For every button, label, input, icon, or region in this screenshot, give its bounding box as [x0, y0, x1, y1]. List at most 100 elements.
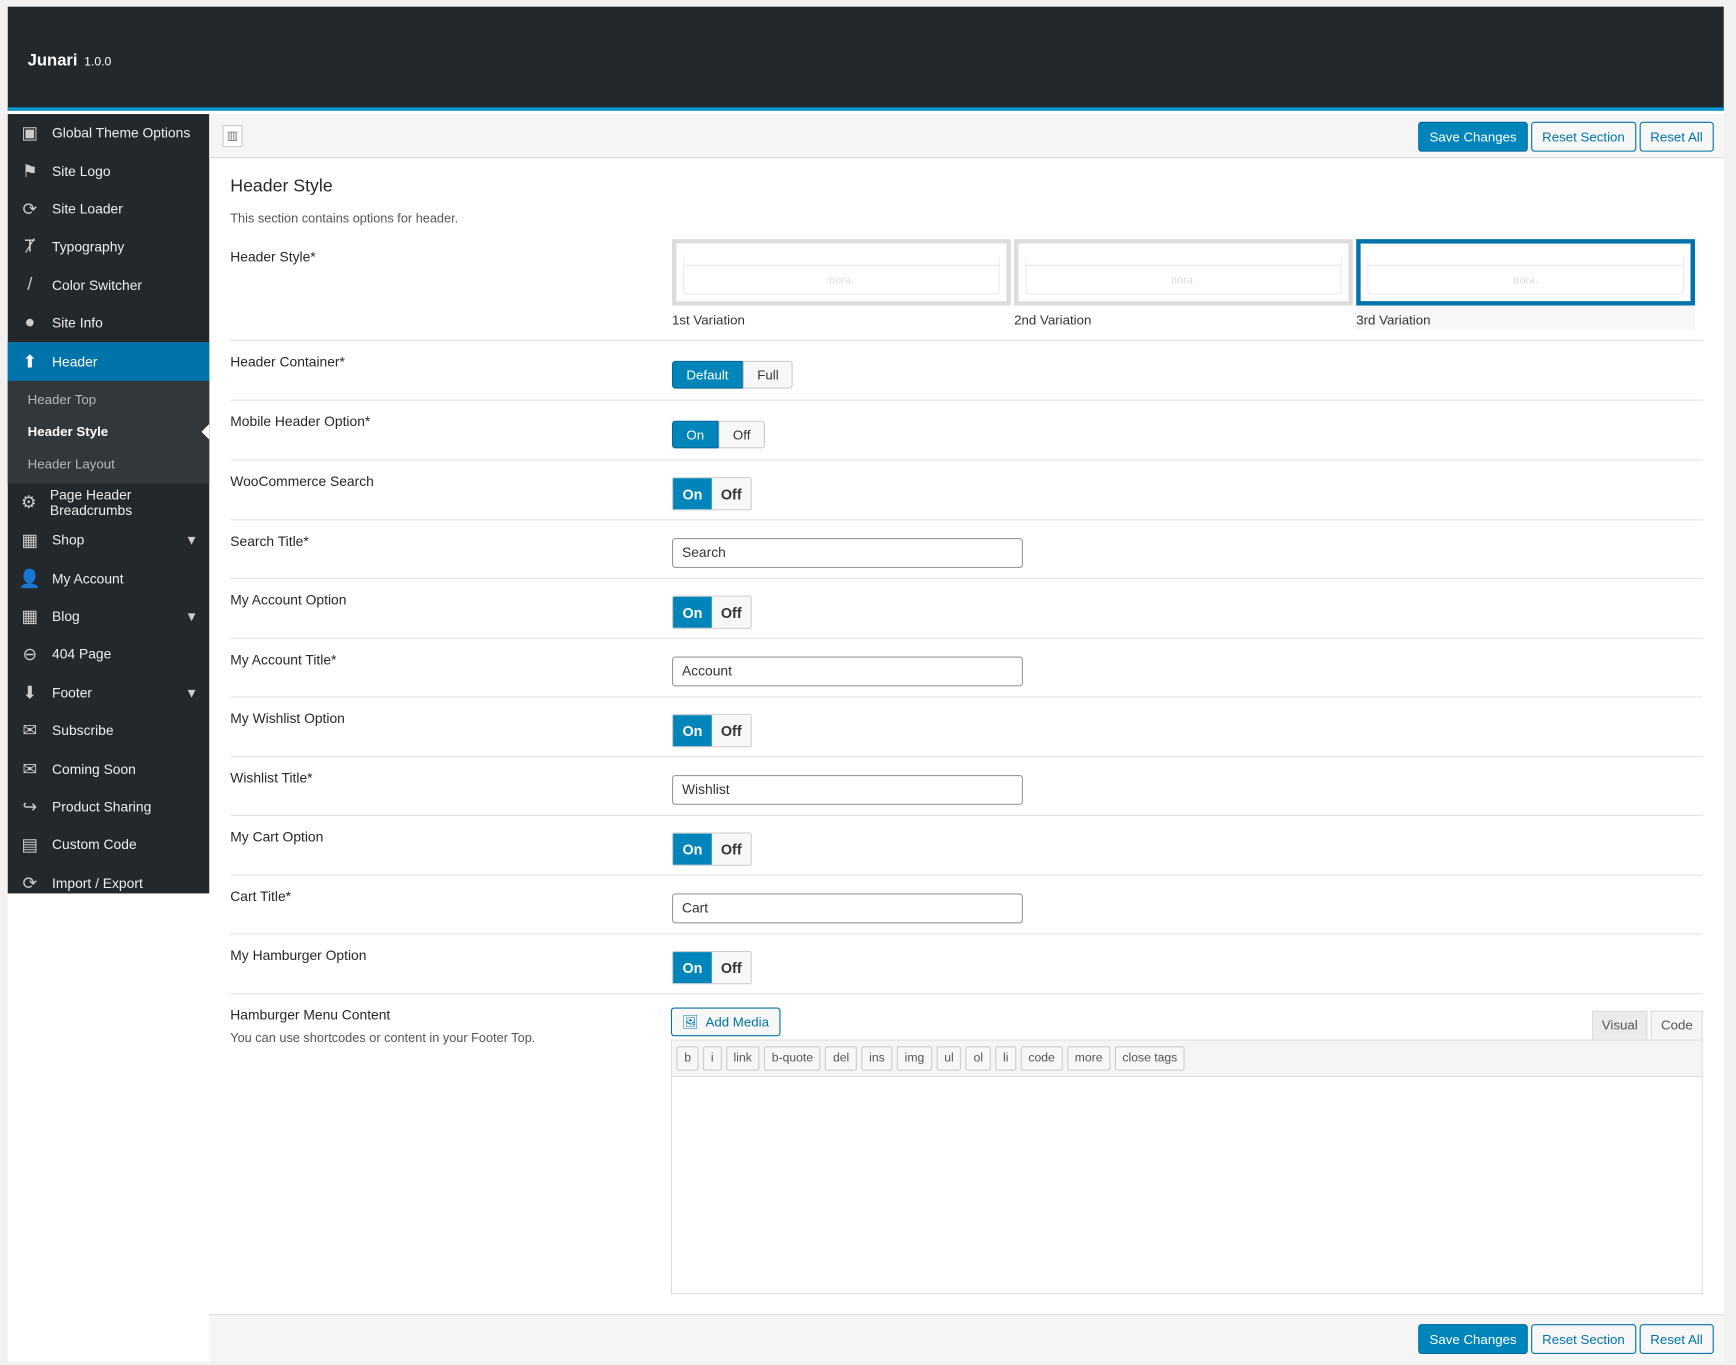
quicktags-toolbar: b i link b-quote del ins img ul ol li code more clos… — [672, 1040, 1702, 1077]
quicktag-button[interactable]: ul — [936, 1045, 962, 1071]
field-row: My Account Option On Off — [230, 579, 1703, 639]
sidebar-item-label: Color Switcher — [52, 277, 143, 294]
sidebar-item-label: Import / Export — [52, 875, 143, 892]
toggle-off[interactable]: Off — [711, 478, 751, 510]
sidebar-item-label: My Account — [52, 570, 124, 587]
quicktag-button[interactable]: code — [1020, 1045, 1063, 1071]
sidebar-item[interactable]: Ⱦ Typography — [8, 228, 209, 266]
variation-caption: 1st Variation — [672, 312, 745, 328]
minus-circle-icon: ⊖ — [22, 645, 38, 665]
sidebar-item[interactable]: ⚑ Site Logo — [8, 152, 209, 190]
sidebar-item[interactable]: ⬆ Header — [7, 342, 210, 381]
toggle-on[interactable]: On — [673, 596, 712, 628]
header-variation[interactable]: nora. 1st Variation — [672, 239, 1011, 330]
sidebar-item[interactable]: ⟳ Site Loader — [8, 190, 209, 228]
user-icon: 👤 — [18, 569, 41, 589]
variation-preview: nora. — [1356, 239, 1695, 306]
sidebar-item[interactable]: ▦ Shop ▼ — [8, 522, 209, 560]
submenu-item[interactable]: Header Layout — [27, 456, 115, 472]
quicktag-button[interactable]: more — [1066, 1045, 1111, 1071]
toggle-off[interactable]: Off — [711, 952, 751, 984]
field-label: My Hamburger Option — [230, 947, 367, 964]
sidebar-item[interactable]: ▤ Custom Code — [8, 826, 209, 864]
panel-header: Junari 1.0.0 — [7, 6, 1724, 111]
wishlist-title-input[interactable] — [672, 774, 1023, 805]
tab-visual[interactable]: Visual — [1591, 1010, 1648, 1040]
save-button[interactable]: Save Changes — [1418, 121, 1528, 152]
sidebar-item[interactable]: ▣ Global Theme Options — [8, 114, 209, 152]
account-title-input[interactable] — [672, 655, 1023, 686]
add-media-button[interactable]: 🖼 Add Media — [670, 1006, 781, 1036]
chevron-down-icon[interactable]: ▼ — [185, 609, 199, 625]
app-name: Junari — [27, 50, 78, 70]
option-default[interactable]: Default — [672, 360, 743, 389]
toggle-off[interactable]: Off — [711, 596, 751, 628]
sidebar-item[interactable]: ✉ Coming Soon — [8, 750, 209, 788]
sidebar-item[interactable]: ● Site Info — [8, 304, 209, 342]
variation-caption: 2nd Variation — [1014, 312, 1092, 328]
chevron-down-icon[interactable]: ▼ — [185, 685, 199, 701]
chevron-down-icon[interactable]: ▼ — [185, 532, 199, 549]
tab-code[interactable]: Code — [1651, 1010, 1703, 1040]
header-style-row: Header Style* nora. 1st Variation nora. 2nd… — [230, 239, 1703, 341]
sidebar-item[interactable]: ▦ Blog ▼ — [8, 598, 209, 636]
toggle-off[interactable]: Off — [711, 715, 751, 747]
field-label: Cart Title* — [230, 888, 292, 904]
editor: b i link b-quote del ins img ul ol li code more clos… — [670, 1039, 1703, 1294]
quicktag-button[interactable]: del — [825, 1045, 857, 1071]
sidebar-item-label: Site Info — [52, 315, 103, 332]
bottom-toolbar: Save Changes Reset Section Reset All — [209, 1314, 1724, 1362]
quicktag-button[interactable]: i — [703, 1045, 722, 1071]
toggle-on[interactable]: On — [673, 833, 712, 865]
account-option-toggle: On Off — [672, 595, 752, 629]
mock-logo: nora. — [1367, 250, 1684, 295]
sidebar-item[interactable]: ⊖ 404 Page — [8, 636, 209, 674]
sidebar-item-label: Subscribe — [52, 723, 114, 739]
sidebar-item-label: Footer — [52, 685, 93, 701]
field-row: Search Title* — [230, 520, 1703, 580]
field-row: My Account Title* — [230, 638, 1703, 698]
submenu-item[interactable]: Header Style — [8, 416, 210, 448]
quicktag-button[interactable]: link — [725, 1045, 760, 1071]
submenu-item[interactable]: Header Top — [27, 392, 97, 408]
field-row: My Hamburger Option On Off — [230, 934, 1703, 994]
field-label: Header Container* — [230, 354, 345, 370]
sidebar-item[interactable]: ⟳ Import / Export — [8, 864, 209, 902]
quicktag-button[interactable]: close tags — [1114, 1045, 1185, 1071]
quicktag-button[interactable]: img — [896, 1045, 933, 1071]
reset-section-button-bottom[interactable]: Reset Section — [1531, 1324, 1636, 1354]
sidebar-item-label: Page Header Breadcrumbs — [49, 487, 133, 519]
sidebar-item[interactable]: ⬇ Footer ▼ — [8, 674, 209, 712]
quicktag-button[interactable]: b-quote — [764, 1045, 821, 1071]
sidebar-item[interactable]: ↪ Product Sharing — [8, 788, 209, 826]
quicktag-button[interactable]: ins — [861, 1045, 893, 1071]
cart-title-input[interactable] — [672, 892, 1023, 923]
quicktag-button[interactable]: li — [995, 1045, 1017, 1071]
quicktag-button[interactable]: ol — [965, 1045, 991, 1071]
reset-all-button[interactable]: Reset All — [1639, 121, 1714, 152]
variation-preview: nora. — [672, 239, 1011, 306]
toggle-off[interactable]: Off — [718, 420, 765, 449]
reset-all-button-bottom[interactable]: Reset All — [1639, 1324, 1714, 1354]
expand-options-icon[interactable]: ▥ — [222, 125, 243, 148]
search-title-input[interactable] — [672, 537, 1023, 568]
quicktag-button[interactable]: b — [676, 1045, 699, 1071]
save-button-bottom[interactable]: Save Changes — [1418, 1324, 1528, 1354]
option-full[interactable]: Full — [742, 360, 794, 389]
sidebar-item-label: Typography — [52, 239, 125, 256]
toggle-on[interactable]: On — [673, 952, 712, 984]
toggle-on[interactable]: On — [672, 420, 719, 449]
sidebar-item[interactable]: / Color Switcher — [8, 266, 209, 304]
toggle-on[interactable]: On — [673, 478, 712, 510]
toggle-on[interactable]: On — [673, 715, 712, 747]
content-textarea[interactable] — [672, 1076, 1702, 1293]
hamburger-option-toggle: On Off — [672, 950, 752, 985]
sidebar-item[interactable]: ⚙ Page Header Breadcrumbs — [8, 484, 209, 522]
sidebar-item[interactable]: ✉ Subscribe — [8, 712, 209, 750]
header-variation[interactable]: nora. 3rd Variation — [1356, 239, 1695, 330]
layout-icon: ▣ — [21, 124, 39, 144]
reset-section-button[interactable]: Reset Section — [1531, 121, 1636, 152]
sidebar-item[interactable]: 👤 My Account — [8, 560, 209, 598]
header-variation[interactable]: nora. 2nd Variation — [1014, 239, 1353, 330]
toggle-off[interactable]: Off — [711, 833, 751, 865]
